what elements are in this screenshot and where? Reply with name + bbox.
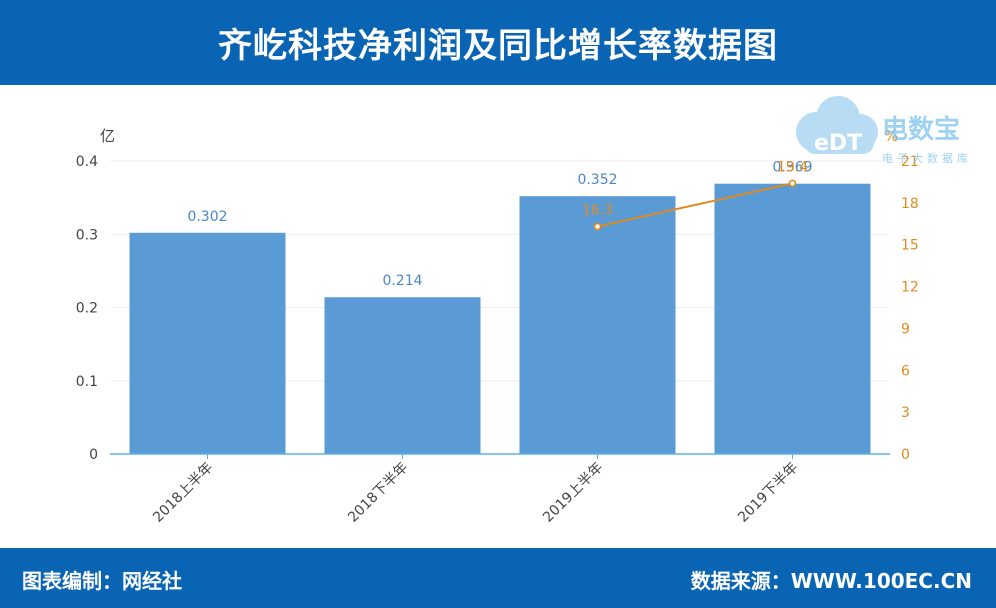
growth-rate-point xyxy=(788,179,797,188)
right-tick-label: 3 xyxy=(901,405,910,421)
footer-bar: 图表编制：网经社 数据来源：WWW.100EC.CN xyxy=(0,548,996,608)
left-tick-label: 0.2 xyxy=(76,301,98,317)
right-tick-label: 6 xyxy=(901,363,910,379)
growth-rate-label: 16.3 xyxy=(582,203,613,219)
x-tick-label: 2018上半年 xyxy=(150,460,216,526)
right-tick-label: 18 xyxy=(901,196,919,212)
right-axis-unit: % xyxy=(884,127,898,145)
bar-value-label: 0.352 xyxy=(577,172,617,188)
x-tick-label: 2019下半年 xyxy=(735,460,801,526)
right-tick-label: 15 xyxy=(901,238,919,254)
bar xyxy=(519,196,676,454)
footer-credit: 图表编制：网经社 xyxy=(22,569,182,593)
bar-value-label: 0.302 xyxy=(187,209,227,225)
bar-value-label: 0.369 xyxy=(772,160,812,176)
x-tick-label: 2019上半年 xyxy=(540,460,606,526)
growth-rate-line xyxy=(597,182,793,228)
left-tick-label: 0.4 xyxy=(76,154,98,170)
bar xyxy=(324,297,481,454)
left-tick-label: 0 xyxy=(89,447,98,463)
bar xyxy=(129,232,286,454)
watermark-logo-text: eDT xyxy=(814,131,862,156)
growth-rate-point xyxy=(593,222,602,231)
chart-title-bar: 齐屹科技净利润及同比增长率数据图 xyxy=(0,0,996,85)
watermark-subtitle: 电子大数据库 xyxy=(882,151,972,165)
left-tick-label: 0.3 xyxy=(76,227,98,243)
right-tick-label: 0 xyxy=(901,447,910,463)
combo-chart: 0 0.1 0.2 0.3 0.4 0 3 6 9 12 15 18 21 亿 % 0.302 0.214 0.3… xyxy=(76,127,919,526)
cloud-icon xyxy=(796,96,878,154)
bar-value-label: 0.214 xyxy=(382,273,422,289)
footer-source: 数据来源：WWW.100EC.CN xyxy=(690,569,972,593)
watermark-logo: eDT 电数宝 电子大数据库 xyxy=(796,96,972,165)
right-tick-label: 21 xyxy=(901,154,919,170)
left-axis-unit: 亿 xyxy=(100,127,115,145)
growth-rate-label: 19.4 xyxy=(777,159,808,175)
right-tick-label: 12 xyxy=(901,280,919,296)
watermark-brand: 电数宝 xyxy=(882,114,960,145)
x-tick-label: 2018下半年 xyxy=(345,460,411,526)
bar xyxy=(714,183,871,454)
left-tick-label: 0.1 xyxy=(76,374,98,390)
right-tick-label: 9 xyxy=(901,321,910,337)
page-title: 齐屹科技净利润及同比增长率数据图 xyxy=(218,26,778,66)
